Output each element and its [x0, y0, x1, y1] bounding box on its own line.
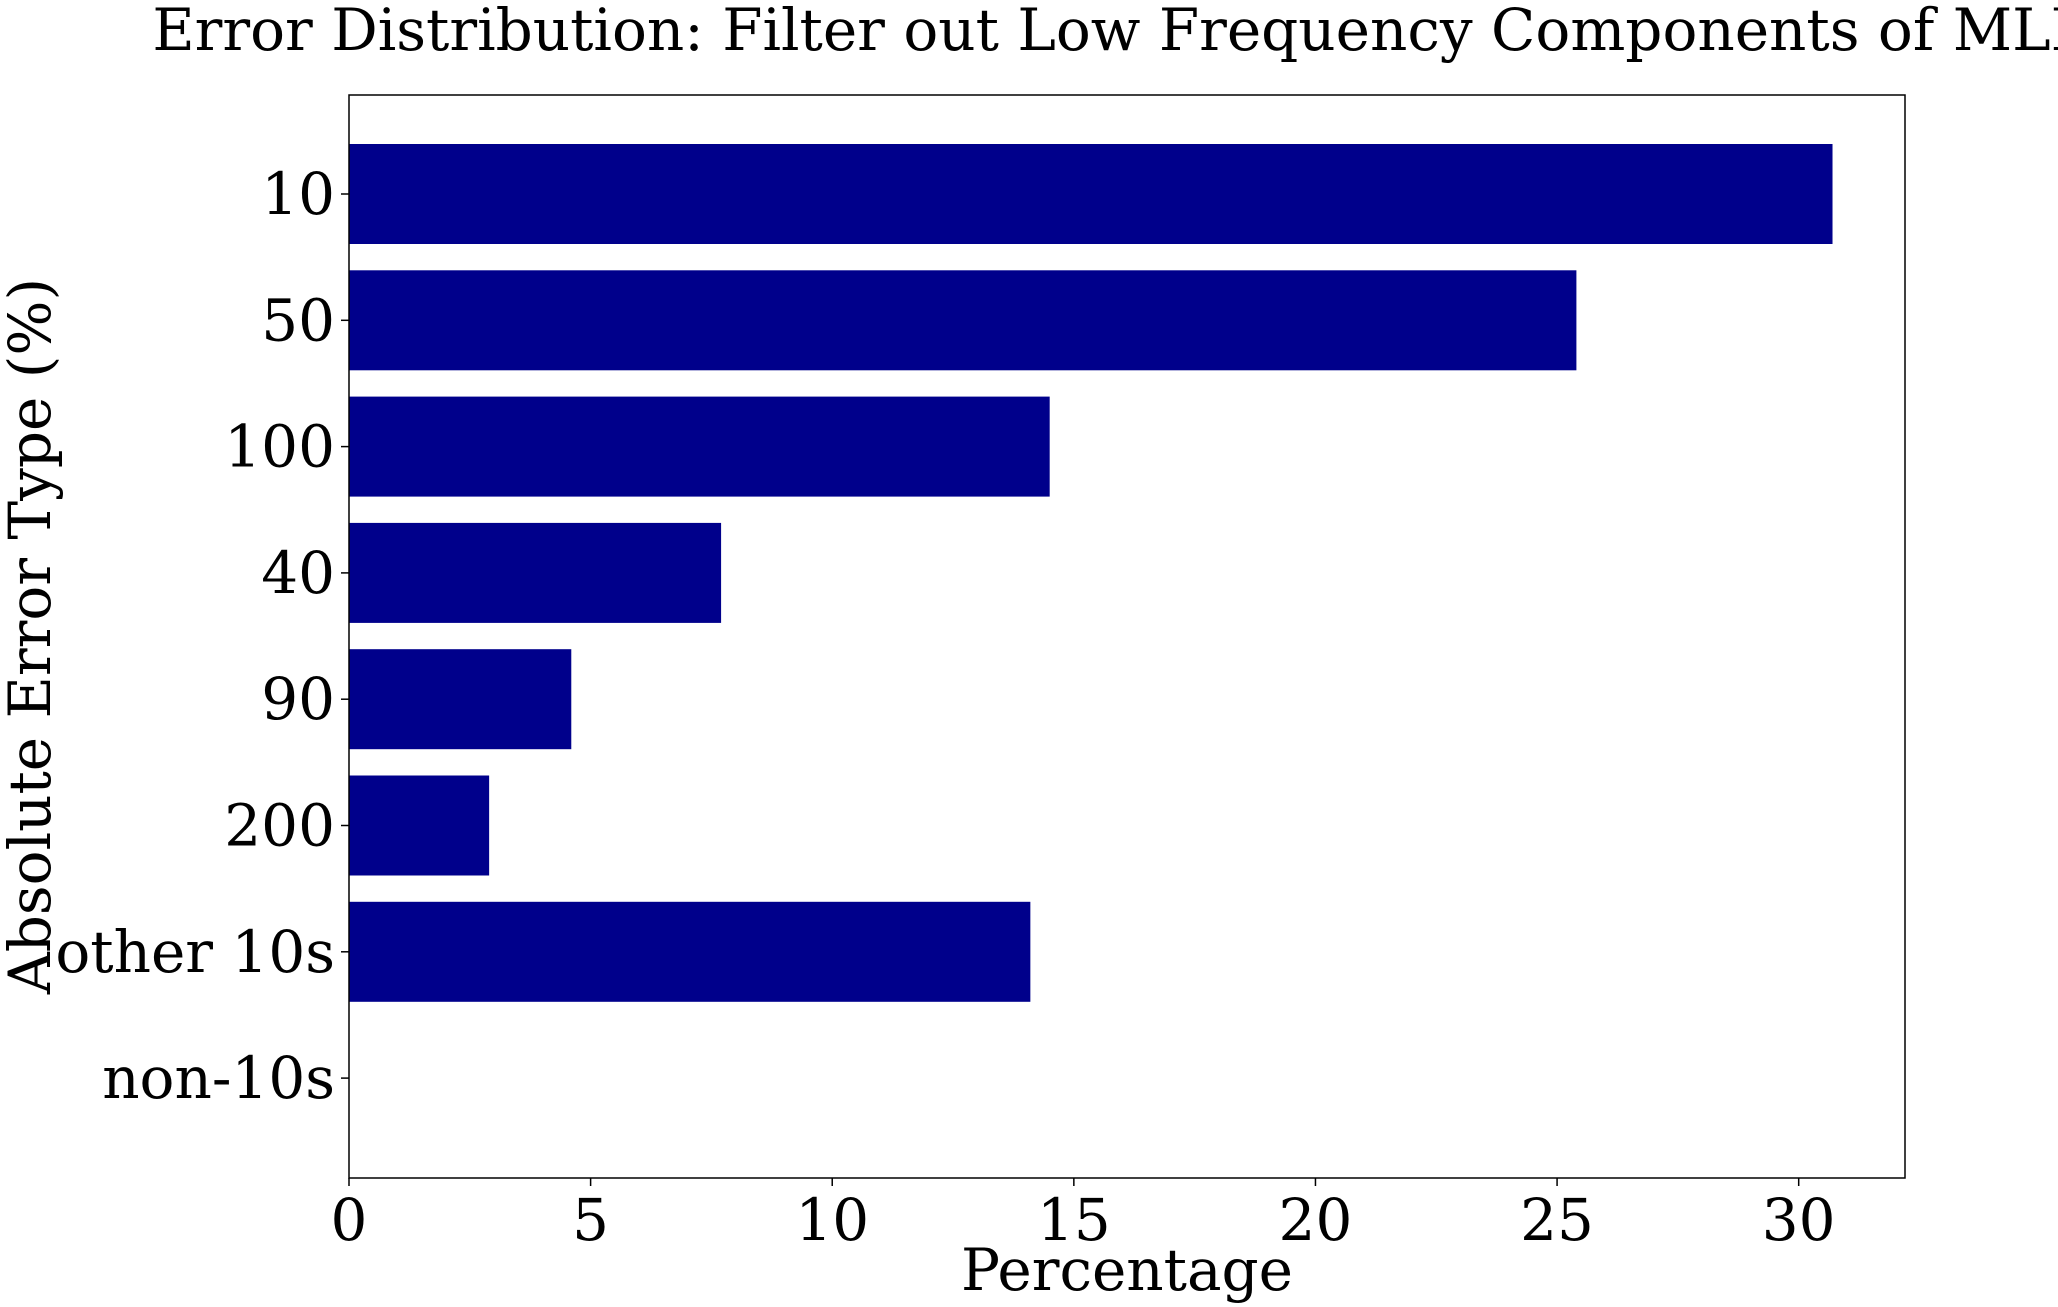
x-axis-ticks: 0 5 10 15 20 25 30 — [331, 1178, 1836, 1254]
bar-90 — [349, 649, 572, 750]
bars-layer — [349, 144, 1833, 1002]
x-tick-label-5: 5 — [572, 1186, 609, 1254]
y-axis-label: Absolute Error Type (%) — [0, 278, 64, 995]
y-tick-label-200: 200 — [224, 792, 335, 860]
bar-40 — [349, 522, 722, 623]
y-tick-label-40: 40 — [261, 539, 335, 607]
bar-100 — [349, 396, 1050, 497]
x-tick-label-20: 20 — [1279, 1186, 1353, 1254]
x-tick-label-0: 0 — [331, 1186, 368, 1254]
bar-other-10s — [349, 901, 1031, 1002]
y-tick-label-other-10s: other 10s — [55, 918, 335, 986]
plot-frame — [348, 94, 1906, 1179]
y-axis-ticks: 10 50 100 40 90 200 other 10s non-10s — [55, 160, 349, 1112]
x-tick-label-25: 25 — [1520, 1186, 1594, 1254]
x-tick-label-10: 10 — [795, 1186, 869, 1254]
bar-200 — [349, 775, 490, 876]
bar-50 — [349, 270, 1577, 371]
y-tick-label-50: 50 — [261, 286, 335, 354]
y-tick-label-100: 100 — [224, 413, 335, 481]
x-tick-label-15: 15 — [1037, 1186, 1111, 1254]
y-tick-label-90: 90 — [261, 665, 335, 733]
x-axis-label: Percentage — [961, 1236, 1293, 1304]
bar-10 — [349, 144, 1833, 244]
y-tick-label-non-10s: non-10s — [102, 1044, 335, 1112]
y-tick-label-10: 10 — [261, 160, 335, 228]
x-tick-label-30: 30 — [1762, 1186, 1836, 1254]
chart-title: Error Distribution: Filter out Low Frequ… — [152, 0, 2058, 64]
